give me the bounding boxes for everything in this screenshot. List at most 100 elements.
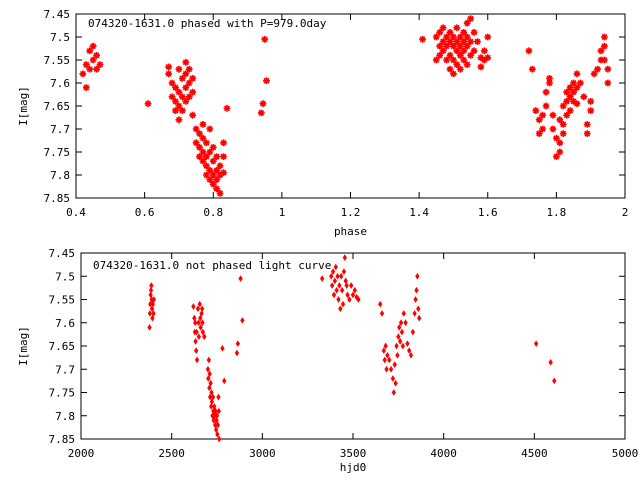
data-point	[456, 33, 464, 41]
data-point	[563, 88, 571, 96]
data-point	[220, 344, 225, 352]
data-point	[207, 384, 212, 392]
data-point	[193, 347, 199, 355]
data-point	[329, 282, 335, 289]
data-point	[210, 393, 216, 401]
data-point	[185, 79, 193, 87]
data-point	[463, 33, 471, 41]
data-point	[193, 319, 198, 327]
data-point	[89, 42, 97, 50]
data-point	[144, 100, 152, 108]
data-point	[446, 38, 454, 45]
data-point	[96, 61, 104, 68]
data-point	[556, 116, 564, 124]
data-point	[216, 393, 221, 401]
data-point	[601, 33, 608, 41]
data-point	[399, 328, 405, 336]
data-point	[533, 340, 539, 348]
data-point	[213, 407, 218, 415]
phased-x-ticks: 0.4 0.6 0.8 1 1.2 1.4 1.6 1.8 2	[66, 14, 628, 219]
data-point	[261, 35, 269, 43]
data-point	[570, 79, 577, 87]
data-point	[220, 169, 227, 177]
data-point	[79, 70, 87, 78]
data-point	[583, 130, 591, 137]
data-point	[178, 93, 186, 101]
data-point	[234, 349, 240, 357]
y-tick-label: 7.8	[50, 169, 70, 182]
data-point	[525, 47, 533, 55]
data-point	[379, 310, 385, 317]
phased-plot-frame	[75, 13, 626, 199]
data-point	[542, 102, 550, 110]
unphased-y-axis-label: I[mag]	[17, 326, 30, 366]
data-point	[220, 153, 227, 160]
data-point	[539, 125, 547, 133]
data-point	[216, 162, 224, 170]
data-point	[407, 347, 412, 355]
data-point	[463, 42, 471, 50]
x-tick-label: 1.8	[546, 206, 566, 219]
data-point	[396, 333, 401, 341]
data-point	[542, 88, 550, 96]
x-tick-label: 4500	[521, 447, 548, 460]
data-point	[209, 171, 217, 179]
data-point	[456, 65, 464, 73]
data-point	[206, 167, 214, 174]
data-point	[216, 407, 221, 415]
data-point	[570, 98, 577, 105]
data-point	[196, 319, 201, 327]
data-point	[334, 286, 339, 294]
data-point	[213, 167, 221, 174]
data-point	[202, 162, 210, 170]
data-point	[456, 52, 464, 59]
data-point	[185, 65, 193, 73]
data-point	[532, 107, 540, 114]
data-point	[387, 356, 392, 364]
data-point	[590, 70, 598, 78]
data-point	[556, 148, 564, 156]
data-point	[450, 56, 457, 64]
data-point	[209, 403, 214, 410]
data-point	[192, 125, 200, 133]
phased-plot-title: 074320-1631.0 phased with P=979.0day	[88, 17, 327, 30]
data-point	[93, 65, 100, 73]
data-point	[484, 33, 492, 41]
data-point	[446, 65, 454, 73]
data-point	[182, 84, 190, 91]
data-point	[439, 38, 447, 45]
data-point	[573, 84, 581, 91]
data-point	[182, 98, 190, 105]
data-point	[235, 340, 241, 348]
data-point	[413, 296, 418, 303]
data-point	[82, 61, 90, 68]
data-point	[528, 65, 536, 73]
data-point	[213, 176, 221, 183]
data-point	[196, 153, 203, 160]
data-point	[381, 347, 386, 355]
data-point	[453, 47, 461, 55]
data-point	[597, 56, 605, 64]
data-point	[212, 403, 217, 410]
data-point	[391, 389, 396, 396]
data-point	[165, 70, 173, 78]
data-point	[548, 358, 553, 366]
data-point	[216, 190, 224, 197]
x-tick-label: 0.8	[203, 206, 223, 219]
data-point	[175, 102, 183, 110]
data-point	[566, 84, 574, 91]
data-point	[345, 291, 350, 299]
phased-y-ticks: 7.45 7.5 7.55 7.6 7.65 7.7 7.75 7.8 7.85	[44, 8, 625, 205]
data-point	[194, 356, 200, 364]
data-point	[214, 412, 220, 420]
data-point	[566, 93, 574, 101]
data-point	[552, 153, 560, 160]
data-point	[398, 319, 404, 327]
data-point	[199, 157, 207, 165]
data-point	[178, 107, 186, 114]
data-point	[559, 130, 567, 137]
data-point	[209, 398, 215, 406]
data-point	[150, 314, 155, 322]
data-point	[394, 342, 399, 350]
